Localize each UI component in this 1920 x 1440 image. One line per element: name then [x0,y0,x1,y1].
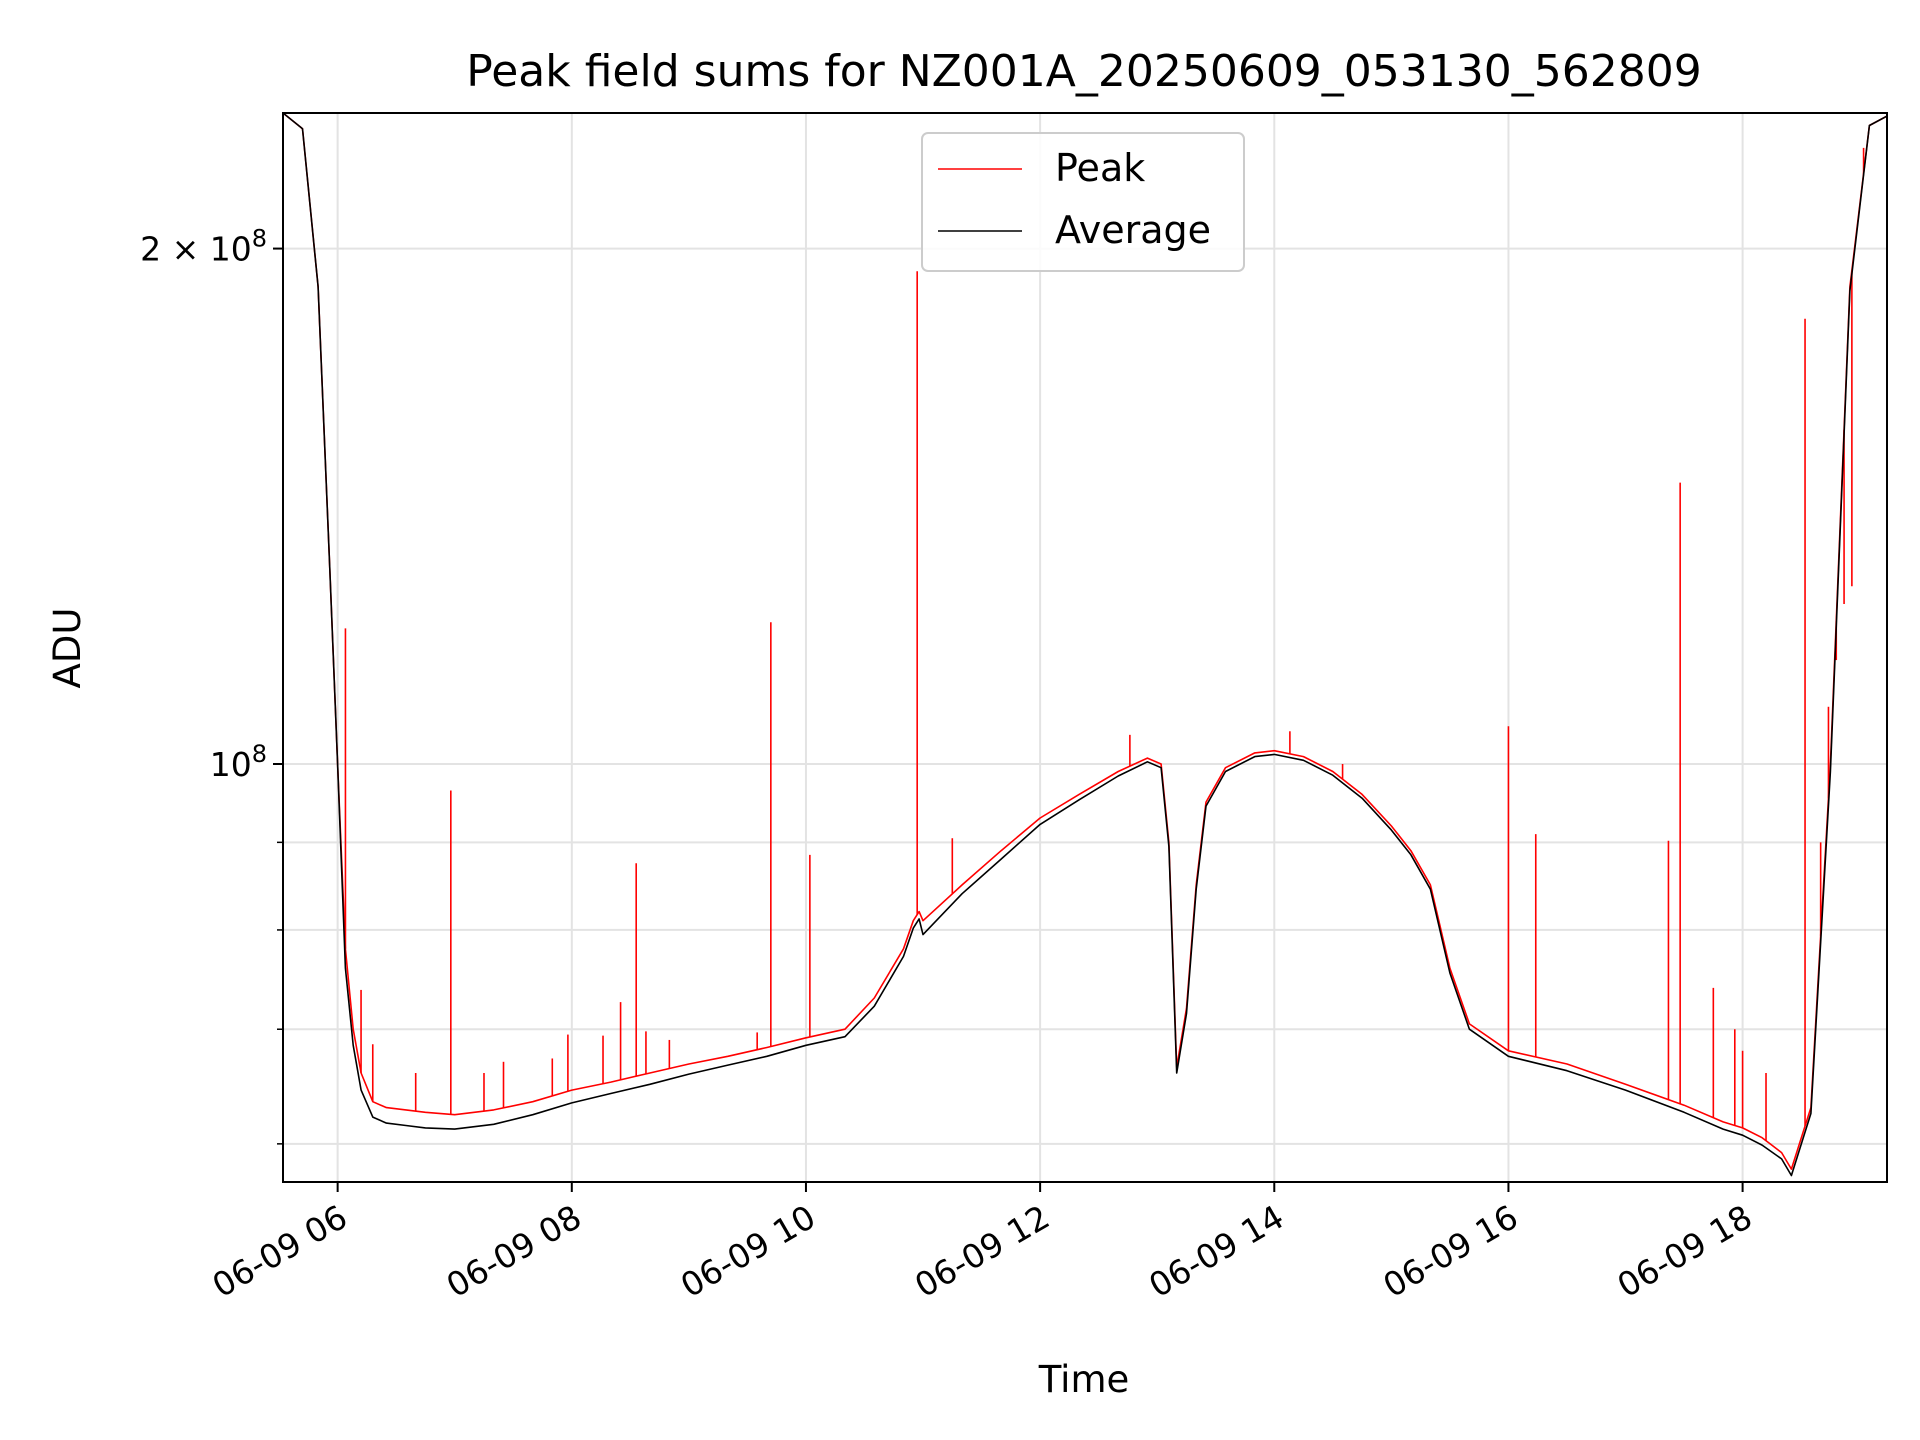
series-peak [283,113,1887,1170]
chart-title: Peak field sums for NZ001A_20250609_0531… [466,46,1701,97]
grid [283,113,1887,1182]
series-average [283,113,1887,1177]
x-axis-label: Time [1038,1358,1130,1401]
plot-frame [282,112,1888,1183]
legend-box [921,132,1245,272]
legend-label-average: Average [1055,208,1211,252]
series-line-peak [283,113,1887,1170]
series-line-average [283,113,1887,1177]
plot-lines [283,113,1887,1177]
y-tick-label: 2 × 108 [140,225,267,269]
legend: Peak Average [921,132,1245,272]
y-axis-label: ADU [46,608,89,689]
legend-label-peak: Peak [1055,146,1145,190]
y-axis: 108 2 × 108 [140,225,283,1145]
y-tick-label: 108 [210,740,267,784]
